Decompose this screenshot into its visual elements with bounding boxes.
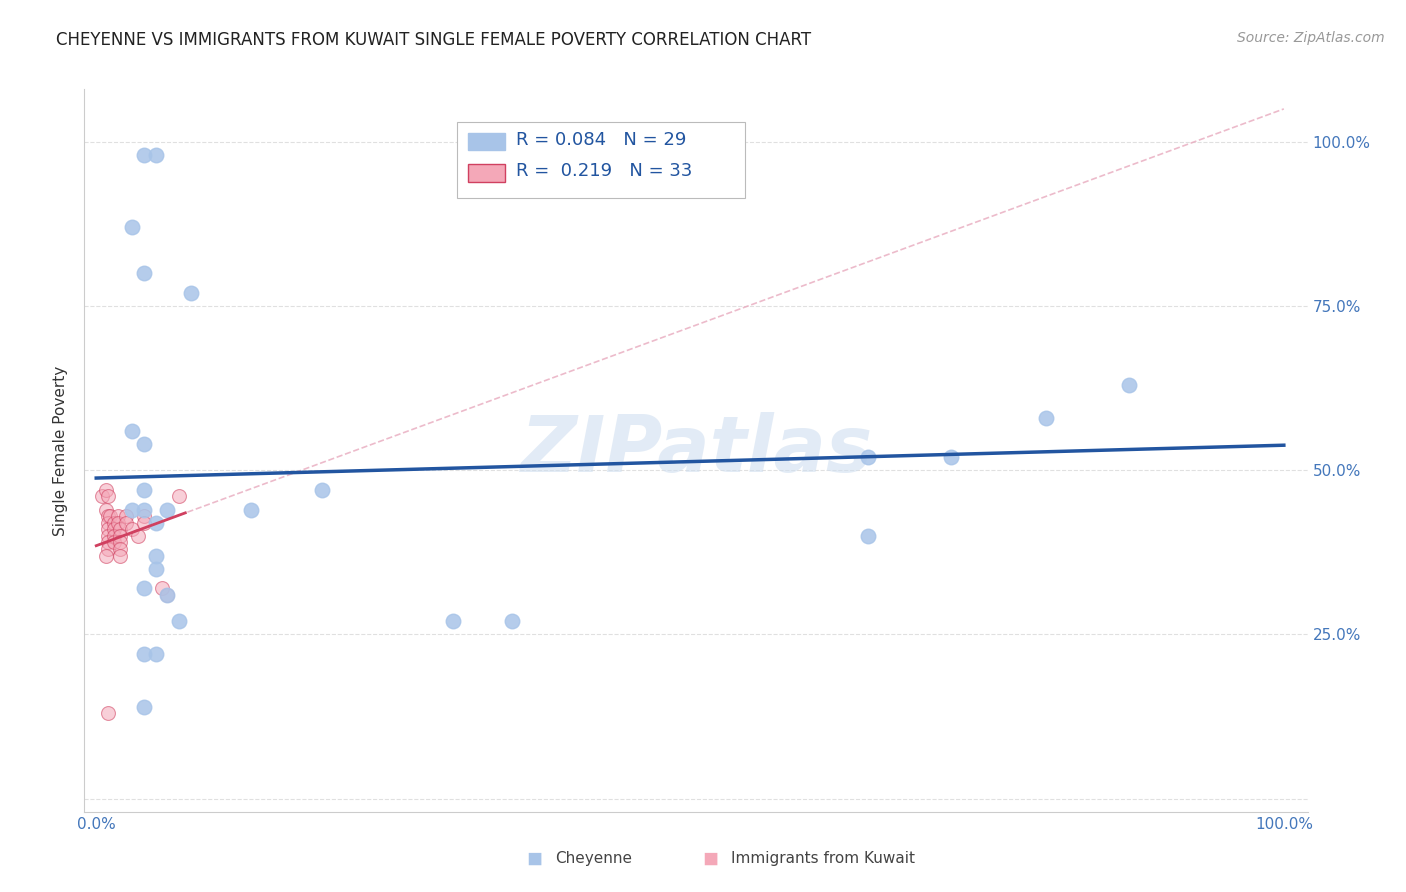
Text: Source: ZipAtlas.com: Source: ZipAtlas.com <box>1237 31 1385 45</box>
Point <box>121 502 143 516</box>
Point <box>132 699 155 714</box>
Point <box>107 509 129 524</box>
Point <box>311 483 333 497</box>
Point <box>132 516 155 530</box>
Point <box>132 582 155 596</box>
Point <box>501 614 523 628</box>
Point <box>97 529 120 543</box>
Point <box>100 509 122 524</box>
Point <box>115 509 138 524</box>
Point <box>115 516 138 530</box>
Point <box>145 516 167 530</box>
Point <box>156 588 179 602</box>
Point <box>107 516 129 530</box>
Point <box>941 450 963 464</box>
Point <box>97 706 120 721</box>
Point <box>856 529 879 543</box>
Point <box>145 148 167 162</box>
Point <box>156 588 179 602</box>
Point <box>121 220 143 235</box>
Text: ◼: ◼ <box>526 848 543 868</box>
Point <box>103 535 125 549</box>
FancyBboxPatch shape <box>457 121 745 198</box>
Point <box>856 450 879 464</box>
Point <box>103 522 125 536</box>
FancyBboxPatch shape <box>468 133 505 150</box>
Text: ZIPatlas: ZIPatlas <box>520 412 872 489</box>
FancyBboxPatch shape <box>468 164 505 182</box>
Point <box>108 535 131 549</box>
Point <box>103 529 125 543</box>
Point <box>121 424 143 438</box>
Point <box>132 148 155 162</box>
Point <box>97 509 120 524</box>
Point <box>97 516 120 530</box>
Point <box>145 647 167 661</box>
Point <box>145 549 167 563</box>
Text: Immigrants from Kuwait: Immigrants from Kuwait <box>731 851 915 865</box>
Text: R =  0.219   N = 33: R = 0.219 N = 33 <box>516 161 693 180</box>
Point <box>132 647 155 661</box>
Point <box>169 614 191 628</box>
Point <box>97 522 120 536</box>
Point <box>441 614 464 628</box>
Point <box>132 502 155 516</box>
Point <box>239 502 262 516</box>
Point <box>180 285 202 300</box>
Point <box>94 502 117 516</box>
Point <box>169 490 191 504</box>
Point <box>145 562 167 576</box>
Point <box>91 490 114 504</box>
Point <box>108 529 131 543</box>
Point <box>132 266 155 280</box>
Point <box>108 522 131 536</box>
Point <box>97 541 120 556</box>
Point <box>1118 377 1140 392</box>
Point <box>94 549 117 563</box>
Text: ◼: ◼ <box>702 848 718 868</box>
Point <box>108 549 131 563</box>
Text: Cheyenne: Cheyenne <box>555 851 633 865</box>
Point <box>94 483 117 497</box>
Point <box>108 541 131 556</box>
Point <box>121 522 143 536</box>
Point <box>127 529 149 543</box>
Point <box>97 490 120 504</box>
Y-axis label: Single Female Poverty: Single Female Poverty <box>53 366 69 535</box>
Point <box>103 516 125 530</box>
Point <box>132 483 155 497</box>
Point <box>132 437 155 451</box>
Point <box>132 509 155 524</box>
Point <box>1035 410 1057 425</box>
Point <box>150 582 173 596</box>
Text: R = 0.084   N = 29: R = 0.084 N = 29 <box>516 131 686 150</box>
Text: CHEYENNE VS IMMIGRANTS FROM KUWAIT SINGLE FEMALE POVERTY CORRELATION CHART: CHEYENNE VS IMMIGRANTS FROM KUWAIT SINGL… <box>56 31 811 49</box>
Point <box>97 535 120 549</box>
Point <box>156 502 179 516</box>
